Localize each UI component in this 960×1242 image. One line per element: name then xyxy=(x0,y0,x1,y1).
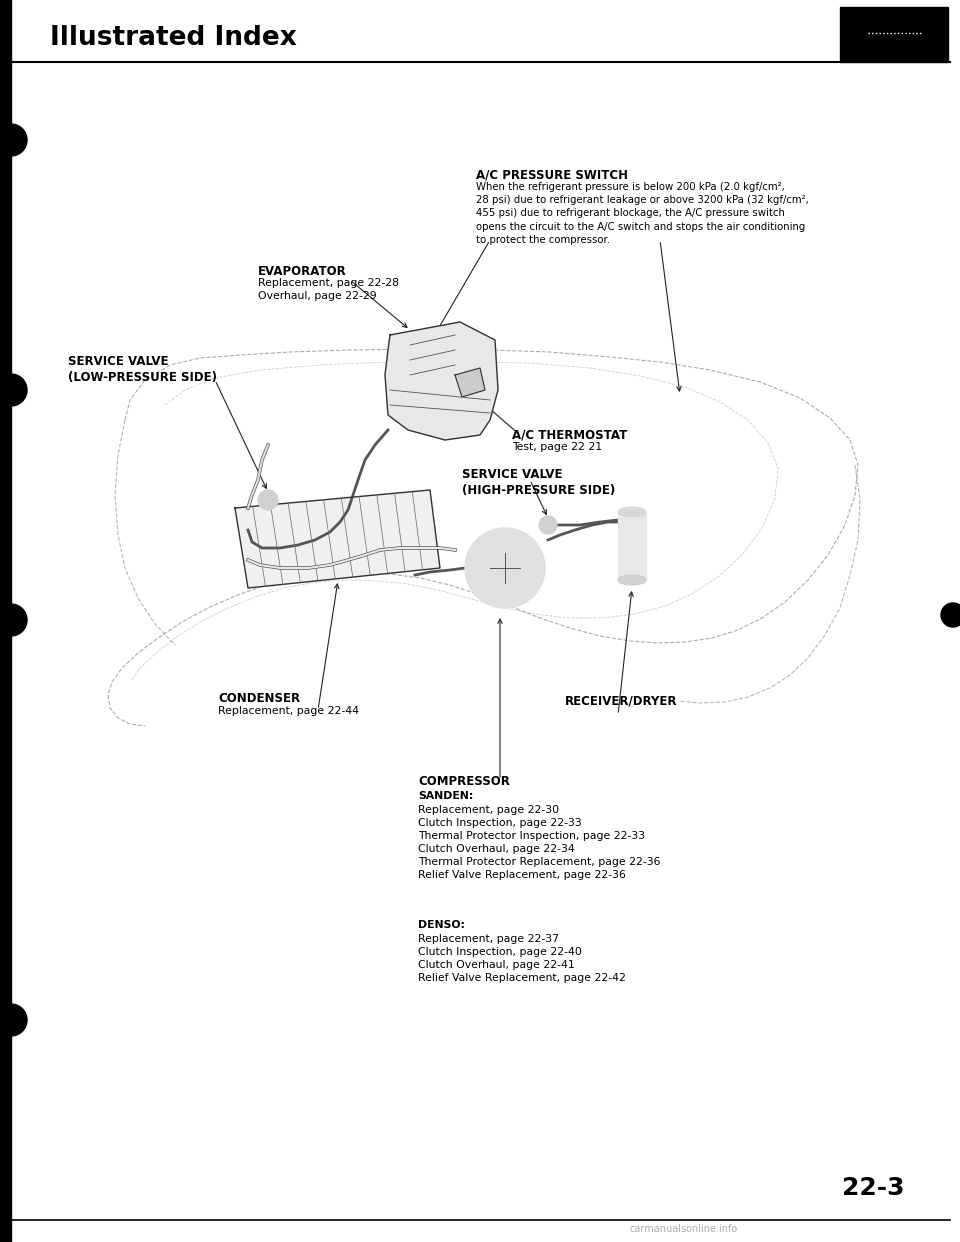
Text: SANDEN:: SANDEN: xyxy=(418,791,473,801)
Text: carmanualsonline.info: carmanualsonline.info xyxy=(630,1225,738,1235)
Text: Replacement, page 22-37
Clutch Inspection, page 22-40
Clutch Overhaul, page 22-4: Replacement, page 22-37 Clutch Inspectio… xyxy=(418,934,626,984)
Bar xyxy=(840,7,948,62)
Text: A/C PRESSURE SWITCH: A/C PRESSURE SWITCH xyxy=(476,168,628,181)
Text: When the refrigerant pressure is below 200 kPa (2.0 kgf/cm²,
28 psi) due to refr: When the refrigerant pressure is below 2… xyxy=(476,183,808,245)
Ellipse shape xyxy=(618,507,646,517)
Polygon shape xyxy=(235,491,440,587)
Text: DENSO:: DENSO: xyxy=(418,920,465,930)
Text: Test, page 22 21: Test, page 22 21 xyxy=(512,442,602,452)
Text: RECEIVER/DRYER: RECEIVER/DRYER xyxy=(565,696,678,708)
Text: Replacement, page 22-28
Overhaul, page 22-29: Replacement, page 22-28 Overhaul, page 2… xyxy=(258,278,399,302)
Text: Illustrated Index: Illustrated Index xyxy=(50,25,297,51)
Bar xyxy=(0,0,11,1242)
Text: SERVICE VALVE
(HIGH-PRESSURE SIDE): SERVICE VALVE (HIGH-PRESSURE SIDE) xyxy=(462,468,615,497)
Circle shape xyxy=(941,604,960,627)
Bar xyxy=(618,512,646,580)
Text: 22-3: 22-3 xyxy=(843,1176,905,1200)
Text: A/C THERMOSTAT: A/C THERMOSTAT xyxy=(512,428,627,441)
Text: COMPRESSOR: COMPRESSOR xyxy=(418,775,510,787)
Text: SERVICE VALVE
(LOW-PRESSURE SIDE): SERVICE VALVE (LOW-PRESSURE SIDE) xyxy=(68,355,217,384)
Circle shape xyxy=(465,528,545,609)
Circle shape xyxy=(0,124,27,156)
Circle shape xyxy=(0,604,27,636)
Text: Replacement, page 22-44: Replacement, page 22-44 xyxy=(218,705,359,715)
Text: Replacement, page 22-30
Clutch Inspection, page 22-33
Thermal Protector Inspecti: Replacement, page 22-30 Clutch Inspectio… xyxy=(418,805,660,881)
Ellipse shape xyxy=(618,575,646,585)
Text: EVAPORATOR: EVAPORATOR xyxy=(258,265,347,278)
Circle shape xyxy=(258,491,278,510)
Polygon shape xyxy=(385,322,498,440)
Text: CONDENSER: CONDENSER xyxy=(218,692,300,705)
Circle shape xyxy=(0,1004,27,1036)
Polygon shape xyxy=(455,368,485,397)
Circle shape xyxy=(539,515,557,534)
Circle shape xyxy=(0,374,27,406)
